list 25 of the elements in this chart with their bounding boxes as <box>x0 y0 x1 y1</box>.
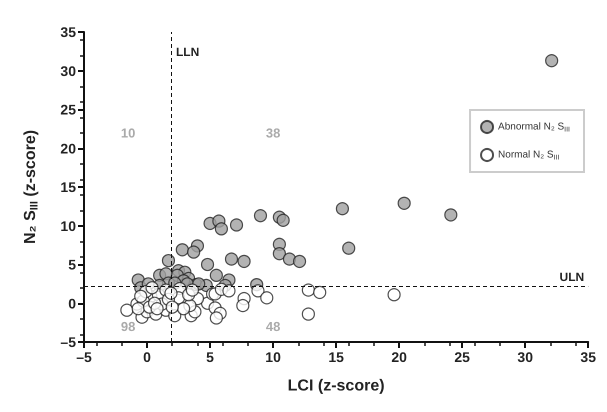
annotation: 48 <box>266 319 280 334</box>
x-tick-label: 25 <box>454 349 470 365</box>
y-axis-title: N₂ SIII (z-score) <box>22 130 40 244</box>
x-tick-label: 35 <box>580 349 596 365</box>
x-tick-label: 5 <box>206 349 214 365</box>
annotation: 38 <box>266 125 280 140</box>
y-tick-label: 15 <box>60 179 76 195</box>
y-tick-label: 0 <box>68 295 76 312</box>
y-tick-label: 35 <box>60 24 76 40</box>
y-tick-label: –5 <box>60 334 76 350</box>
x-axis-title: LCI (z-score) <box>288 378 385 394</box>
y-tick-label: 5 <box>68 256 76 272</box>
y-tick-label: 30 <box>60 62 76 79</box>
x-tick-label: 10 <box>265 349 282 365</box>
ref-line-label: LLN <box>176 45 200 59</box>
x-tick-label: 15 <box>328 349 344 365</box>
y-tick-label: 25 <box>60 102 76 118</box>
x-tick-label: 30 <box>517 349 534 365</box>
x-tick-label: 20 <box>391 349 408 365</box>
x-tick-label: 0 <box>143 349 152 365</box>
annotation: 10 <box>120 125 136 140</box>
y-tick-label: 20 <box>60 140 76 156</box>
y-tick-label: 10 <box>60 218 76 234</box>
ref-line-label: ULN <box>560 270 584 284</box>
annotation: 98 <box>120 319 136 334</box>
